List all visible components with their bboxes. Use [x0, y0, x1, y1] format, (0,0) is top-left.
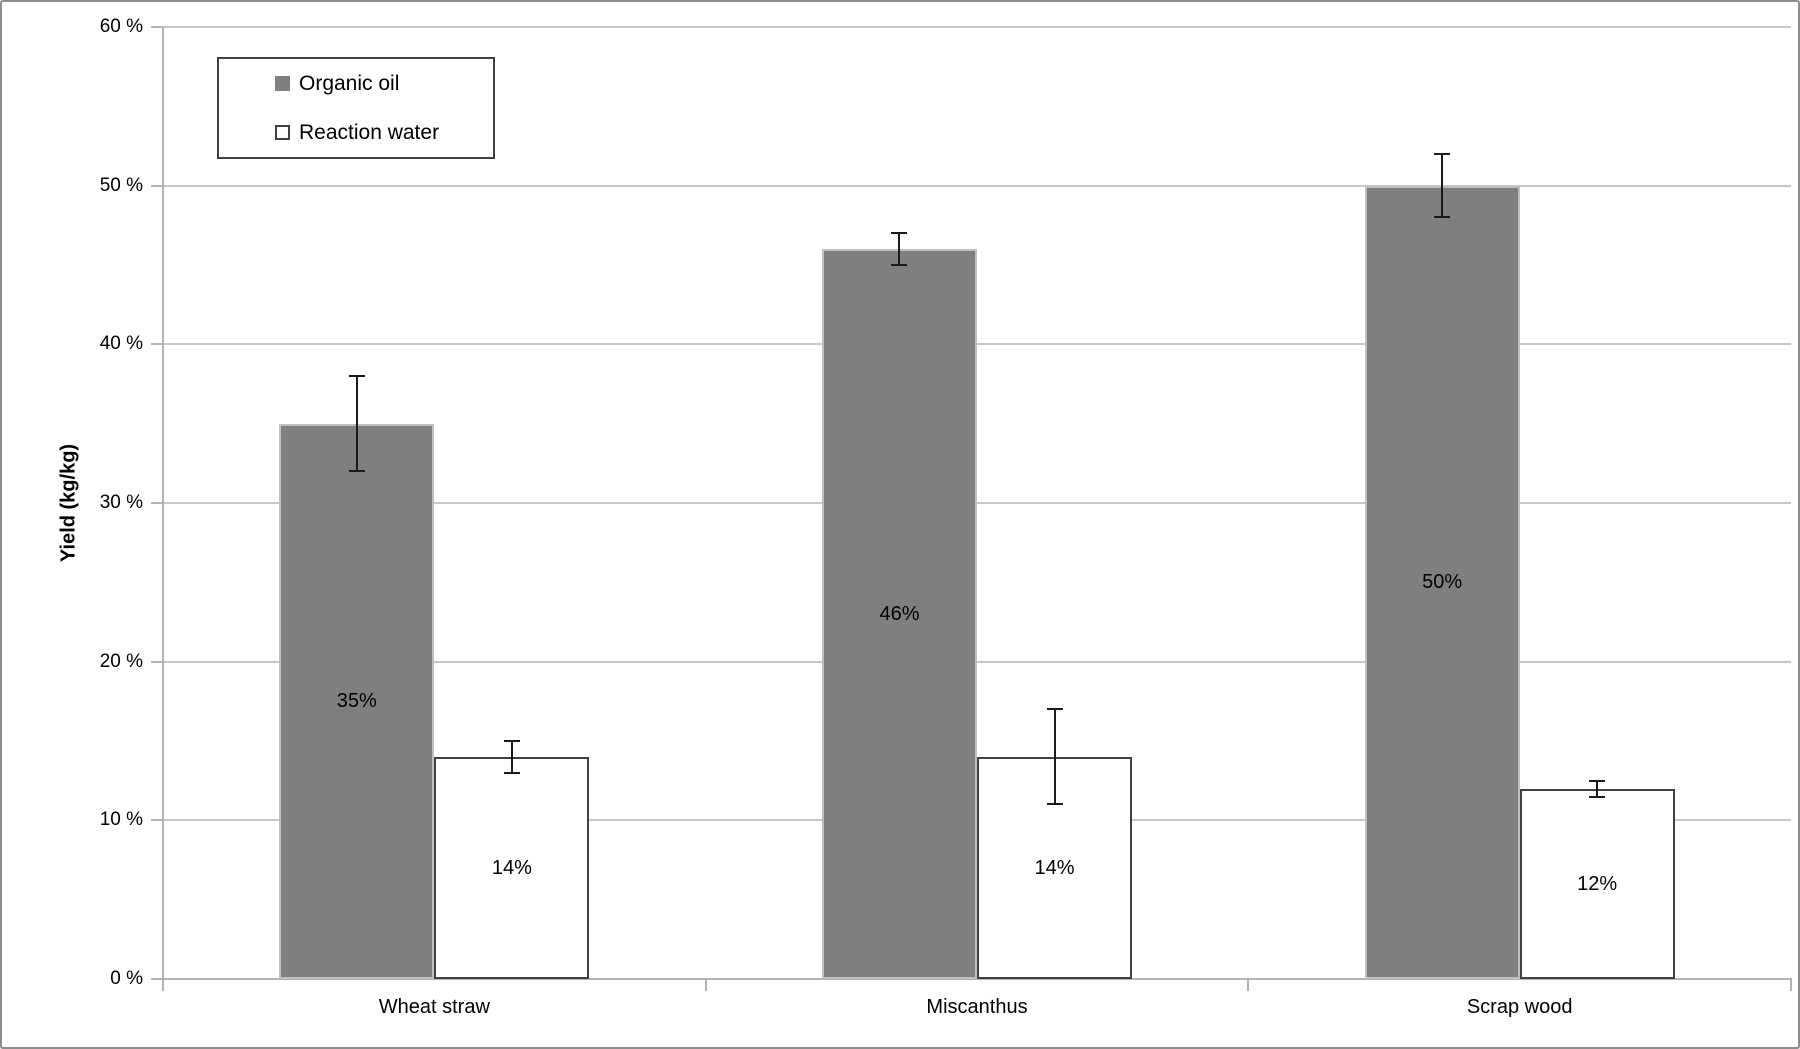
- x-tick: [1790, 979, 1792, 991]
- bar-organic-oil: [821, 249, 977, 979]
- category-label: Scrap wood: [1466, 996, 1573, 1018]
- y-tick: [151, 502, 163, 504]
- x-axis-line: [151, 978, 1792, 980]
- category-label: Miscanthus: [926, 996, 1028, 1018]
- y-tick-label: 30 %: [99, 492, 143, 513]
- legend-label: Reaction water: [299, 120, 440, 144]
- error-bar: [1596, 780, 1599, 797]
- y-axis-title: Yield (kg/kg): [57, 443, 80, 563]
- x-tick: [1247, 979, 1250, 991]
- data-label: 14%: [491, 856, 532, 879]
- error-bar-cap: [1434, 152, 1451, 155]
- y-tick-label: 10 %: [99, 809, 143, 831]
- data-label: 46%: [879, 603, 920, 626]
- legend-item: Reaction water: [219, 120, 493, 144]
- error-bar-cap: [1046, 708, 1063, 711]
- error-bar-cap: [1434, 216, 1451, 219]
- bar-organic-oil: [279, 423, 435, 979]
- data-label: 12%: [1577, 872, 1618, 895]
- legend-swatch-organic-oil: [275, 76, 290, 91]
- legend-item: Organic oil: [219, 71, 493, 95]
- error-bar: [510, 741, 513, 773]
- error-bar-cap: [1589, 779, 1606, 782]
- error-bar: [898, 233, 901, 265]
- gridline: [162, 26, 1791, 28]
- data-label: 14%: [1034, 856, 1075, 879]
- legend-label: Organic oil: [299, 71, 400, 95]
- error-bar-cap: [503, 740, 520, 742]
- category-label: Wheat straw: [378, 996, 490, 1018]
- data-label: 50%: [1422, 571, 1463, 594]
- y-tick: [151, 660, 163, 663]
- error-bar-cap: [891, 264, 908, 266]
- error-bar-cap: [891, 232, 908, 235]
- legend-swatch-reaction-water: [275, 125, 290, 140]
- y-tick-label: 40 %: [99, 333, 143, 355]
- error-bar: [1441, 153, 1444, 218]
- error-bar-cap: [348, 470, 365, 473]
- y-axis-line: [162, 26, 164, 980]
- y-tick-label: 60 %: [99, 16, 143, 37]
- error-bar-cap: [348, 375, 365, 378]
- error-bar-cap: [503, 771, 520, 774]
- error-bar-cap: [1046, 803, 1063, 806]
- x-tick: [162, 979, 164, 991]
- y-tick: [151, 26, 163, 28]
- y-tick: [151, 343, 163, 346]
- y-tick-label: 20 %: [99, 650, 143, 672]
- y-tick-label: 0 %: [110, 968, 143, 989]
- legend: Organic oil Reaction water: [217, 57, 495, 159]
- y-tick: [151, 819, 163, 822]
- gridline: [162, 184, 1791, 187]
- data-label: 35%: [336, 690, 377, 713]
- y-tick: [151, 184, 163, 187]
- error-bar: [355, 376, 358, 472]
- y-tick-label: 50 %: [99, 174, 143, 196]
- error-bar: [1053, 709, 1056, 805]
- x-tick: [704, 979, 707, 991]
- error-bar-cap: [1589, 795, 1606, 798]
